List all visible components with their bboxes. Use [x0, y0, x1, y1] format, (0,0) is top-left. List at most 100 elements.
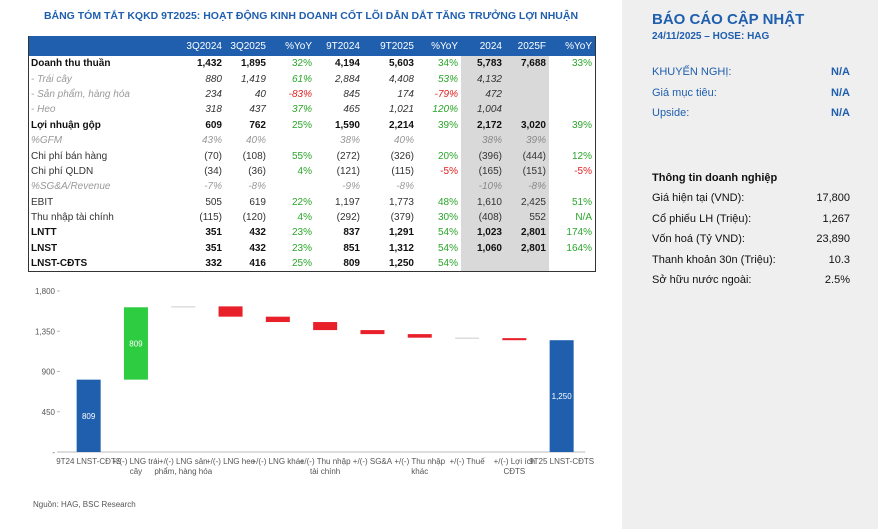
cell: (272) [336, 150, 360, 162]
cell: 432 [249, 242, 266, 254]
label: Vốn hoá (Tỷ VND): [652, 233, 745, 245]
x-tick-label: +/(-) SG&A [353, 457, 393, 466]
source: Nguồn: HAG, BSC Research [33, 500, 136, 509]
cell: (121) [336, 165, 360, 177]
header-cell: 3Q2025 [225, 36, 269, 56]
table-title: BẢNG TÓM TẮT KQKD 9T2025: HOẠT ĐỘNG KINH… [43, 10, 579, 22]
cell: 351 [205, 242, 222, 254]
table-row: %GFM 43% 40% 38% 40% 38% 39% [29, 132, 596, 149]
row-label: %GFM [31, 135, 63, 147]
row-label: - Heo [31, 104, 56, 116]
x-tick-label: +/(-) Thu nhập tài chính [300, 457, 351, 476]
y-tick-label: 450 [42, 408, 56, 417]
y-tick-label: 1,350 [35, 327, 56, 336]
cell: -8% [248, 181, 266, 193]
cell: 7,688 [505, 56, 549, 72]
cell: 43% [201, 135, 222, 147]
cell: 55% [291, 150, 312, 162]
cell: 32% [291, 58, 312, 70]
cell: 4% [297, 212, 312, 224]
row-label: Thu nhập tài chính [31, 212, 114, 224]
label: Sở hữu nước ngoài: [652, 274, 752, 286]
cell: 40% [245, 135, 266, 147]
cell: 609 [205, 119, 222, 131]
cell [505, 71, 549, 87]
x-tick-label: +/(-) Thuế [449, 457, 485, 466]
cell: (396) [461, 148, 505, 164]
label: Cổ phiếu LH (Triệu): [652, 212, 752, 225]
cell: 851 [343, 242, 360, 254]
row-label: - Sản phẩm, hàng hóa [31, 88, 130, 100]
x-tick-label: +/(-) Thu nhập khác [394, 457, 445, 476]
recommendation-row: Upside: N/A [652, 107, 850, 119]
cell: 22% [291, 196, 312, 208]
x-tick-label: 9T24 LNST-CĐTS [56, 457, 121, 466]
table-row: %SG&A/Revenue -7% -8% -9% -8% -10% -8% [29, 179, 596, 195]
cell: 23% [291, 227, 312, 239]
bar [123, 307, 148, 380]
table-row: - Trái cây 880 1,419 61% 2,884 4,408 53% 4,132 [29, 71, 596, 87]
cell: 1,197 [334, 196, 360, 208]
cell: 25% [291, 119, 312, 131]
report-title: BÁO CÁO CẬP NHẬT [652, 11, 805, 28]
cell: 53% [437, 73, 458, 85]
cell: (120) [242, 212, 266, 224]
cell: (115) [391, 165, 414, 177]
cell: -10% [461, 179, 505, 195]
cell: (444) [505, 148, 549, 164]
cell: 880 [205, 73, 222, 85]
cell: 51% [571, 196, 592, 208]
value: N/A [831, 107, 850, 119]
cell: (115) [199, 212, 222, 224]
cell: 5,783 [461, 56, 505, 72]
cell: -83% [288, 88, 312, 100]
header-cell: 9T2025 [363, 36, 417, 56]
cell: 2,425 [505, 194, 549, 210]
bar [218, 306, 243, 317]
cell: (292) [336, 212, 360, 224]
header-cell: 2024 [461, 36, 505, 56]
cell: 619 [249, 196, 266, 208]
row-label: LNST [31, 242, 58, 254]
header-cell: %YoY [417, 36, 461, 56]
cell: 1,291 [388, 227, 414, 239]
value: N/A [831, 66, 850, 78]
cell: 39% [437, 119, 458, 131]
cell: (151) [505, 163, 549, 180]
label: Upside: [652, 107, 690, 119]
main-panel: BẢNG TÓM TẮT KQKD 9T2025: HOẠT ĐỘNG KINH… [28, 10, 596, 509]
bar [455, 337, 480, 339]
report-date: 24/11/2025 – HOSE: HAG [652, 31, 770, 42]
cell: (165) [461, 163, 505, 180]
cell: 54% [437, 227, 458, 239]
table-row: Doanh thu thuần 1,432 1,895 32% 4,194 5,603 34… [29, 56, 596, 72]
cell: 120% [432, 104, 458, 116]
cell: -5% [574, 165, 592, 177]
cell: 809 [343, 258, 360, 270]
header-cell [28, 36, 181, 56]
cell: 1,419 [240, 73, 266, 85]
header-row: 3Q2024 3Q2025 %YoY 9T2024 9T2025 %YoY 2024 2025… [28, 36, 596, 56]
sidebar: BÁO CÁO CẬP NHẬT 24/11/2025 – HOSE: HAG … [622, 0, 878, 529]
cell: 351 [205, 227, 222, 239]
cell: 34% [437, 58, 458, 70]
company-row: Thanh khoản 30n (Triệu): 10.3 [652, 254, 850, 266]
cell: (108) [242, 150, 266, 162]
cell: 1,432 [196, 58, 222, 70]
cell: 318 [205, 104, 222, 116]
recommendation-row: KHUYẾN NGHỊ: N/A [652, 66, 850, 78]
cell: (326) [390, 150, 414, 162]
company-row: Sở hữu nước ngoài: 2.5% [652, 274, 850, 286]
value: 10.3 [828, 253, 850, 266]
cell: 2,884 [334, 73, 360, 85]
cell: (36) [248, 165, 266, 177]
label: Thanh khoản 30n (Triệu): [652, 253, 776, 266]
cell: 234 [205, 88, 222, 100]
cell: 54% [437, 242, 458, 254]
row-label: Chi phí bán hàng [31, 150, 108, 162]
cell: 437 [249, 104, 266, 116]
cell: 39% [571, 119, 592, 131]
bar [502, 338, 527, 341]
cell: 174% [566, 227, 592, 239]
cell: 552 [505, 209, 549, 226]
